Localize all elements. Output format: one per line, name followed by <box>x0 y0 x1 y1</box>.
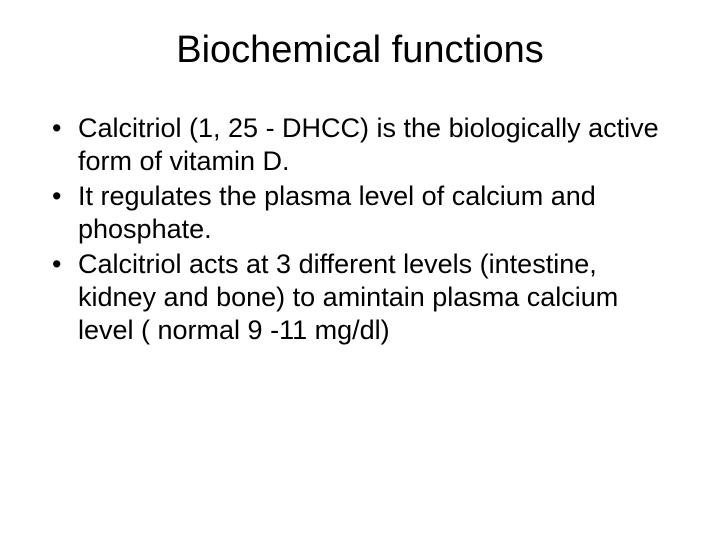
bullet-list: Calcitriol (1, 25 - DHCC) is the biologi… <box>40 112 680 347</box>
bullet-item: Calcitriol acts at 3 different levels (i… <box>48 248 680 347</box>
bullet-item: It regulates the plasma level of calcium… <box>48 180 680 246</box>
slide-title: Biochemical functions <box>40 29 680 72</box>
bullet-item: Calcitriol (1, 25 - DHCC) is the biologi… <box>48 112 680 178</box>
